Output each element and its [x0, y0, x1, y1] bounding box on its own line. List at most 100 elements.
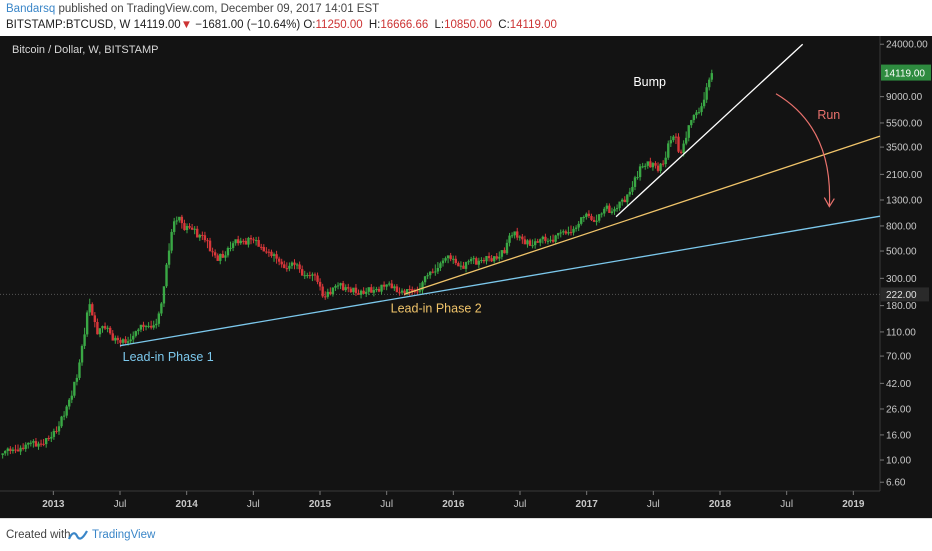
candle-body [633, 177, 637, 187]
candle-body [485, 255, 488, 262]
candle-body [162, 286, 166, 304]
candle-body [613, 209, 616, 212]
candle-body [316, 275, 319, 282]
tradingview-brand-link[interactable]: TradingView [92, 529, 156, 541]
candle-body [659, 163, 662, 171]
candle-body [254, 240, 258, 242]
candle-body [231, 243, 235, 248]
tradingview-logo-icon[interactable] [67, 528, 88, 547]
candle-body [308, 275, 312, 277]
candle-body [114, 337, 117, 341]
candle-body [677, 136, 680, 152]
candle-body [16, 449, 20, 452]
candle-body [37, 443, 40, 447]
open-value: 11250.00 [315, 19, 363, 31]
candle-body [326, 291, 329, 297]
candle-body [318, 281, 322, 287]
candle-body [390, 283, 393, 289]
trendline [615, 43, 804, 218]
candle-body [567, 232, 570, 234]
candle-body [454, 258, 457, 264]
candle-body [252, 239, 255, 241]
candle-body [324, 296, 327, 298]
candle-body [321, 286, 324, 297]
candle-body [418, 290, 422, 292]
candle-body [695, 112, 698, 116]
candle-body [367, 287, 370, 292]
candle-body [34, 441, 38, 447]
candle-body [533, 241, 537, 246]
candle-body [503, 250, 506, 254]
candle-body [11, 449, 15, 452]
candle-body [700, 106, 703, 113]
candle-body [52, 430, 56, 437]
candle-body [610, 211, 614, 213]
candle-body [157, 313, 161, 324]
candle-body [482, 260, 486, 262]
candle-body [467, 261, 470, 263]
candle-body [236, 239, 240, 244]
candle-body [203, 235, 207, 241]
trendline [403, 135, 881, 296]
candle-body [50, 436, 53, 439]
candle-body [262, 247, 265, 252]
publication-info: Bandarsq published on TradingView.com, D… [6, 3, 379, 15]
chart-panel[interactable]: 24000.00 9000.00 5500.00 3500.00 2100.00 1300… [0, 36, 932, 518]
candle-body [710, 73, 713, 80]
candle-body [19, 447, 22, 452]
candle-body [331, 287, 335, 295]
candle-body [475, 258, 478, 265]
low-label: L: [434, 19, 445, 31]
candle-body [564, 231, 568, 234]
trendline [119, 215, 881, 347]
candle-body [400, 290, 404, 293]
candle-body [178, 216, 181, 221]
candle-body [679, 151, 683, 153]
candle-body [687, 125, 690, 138]
candle-body [300, 269, 304, 276]
candle-body [487, 255, 491, 259]
candle-body [295, 264, 299, 266]
candle-body [6, 448, 9, 451]
candle-body [96, 322, 99, 335]
candle-body [505, 242, 509, 254]
candle-body [147, 325, 150, 327]
candle-body [165, 264, 168, 287]
candle-body [661, 163, 665, 165]
candle-body [124, 339, 127, 343]
candle-body [277, 258, 281, 262]
candle-body [39, 443, 43, 445]
candle-body [73, 381, 76, 396]
candle-body [574, 227, 578, 229]
author-link[interactable]: Bandarsq [6, 3, 56, 15]
price-chart[interactable]: 24000.00 9000.00 5500.00 3500.00 2100.00 1300… [0, 36, 932, 518]
candle-body [134, 331, 137, 336]
candle-body [508, 235, 511, 243]
price-tick-label: 6.60 [886, 478, 906, 489]
candle-body [605, 205, 609, 209]
level-222-label: 222.00 [886, 290, 917, 301]
candle-body [498, 256, 501, 259]
candle-body [572, 228, 575, 233]
candle-body [188, 226, 191, 228]
candle-body [595, 220, 598, 222]
time-tick-label: Jul [114, 499, 127, 510]
candle-body [644, 165, 647, 167]
candle-body [556, 233, 560, 236]
time-tick-label: Jul [647, 499, 660, 510]
candle-body [211, 251, 214, 253]
candle-body [590, 215, 593, 220]
last-price-tag [881, 64, 931, 81]
candle-body [311, 274, 314, 276]
candle-body [180, 216, 184, 224]
time-tick-label: Jul [780, 499, 793, 510]
candle-body [221, 253, 225, 258]
candle-body [541, 236, 545, 240]
candle-body [14, 449, 17, 451]
candle-body [170, 231, 173, 251]
time-tick-label: 2016 [442, 499, 465, 510]
candle-body [185, 226, 189, 231]
candle-body [78, 362, 81, 378]
candle-body [119, 340, 122, 343]
candle-body [411, 289, 414, 292]
